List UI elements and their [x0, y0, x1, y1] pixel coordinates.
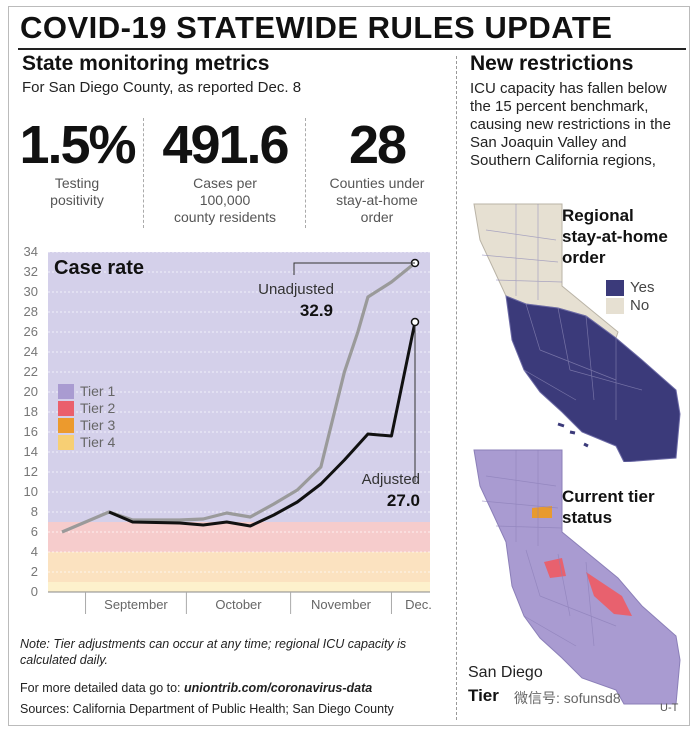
metric-divider: [143, 118, 144, 228]
metric-label-line: positivity: [50, 192, 104, 208]
metric-testing-positivity: 1.5% Testing positivity: [14, 117, 140, 209]
y-tick-label: 30: [24, 284, 38, 299]
metric-label-line: Counties under: [329, 175, 425, 191]
tier-band: [48, 582, 430, 592]
metric-label-line: stay-at-home: [336, 192, 418, 208]
tier-note: Note: Tier adjustments can occur at any …: [20, 637, 407, 667]
y-tick-label: 10: [24, 484, 38, 499]
metric-value: 28: [348, 115, 407, 175]
more-data-line: For more detailed data go to: uniontrib.…: [20, 681, 372, 695]
y-tick-label: 16: [24, 424, 38, 439]
tier-legend-swatch: [58, 435, 74, 450]
restrictions-text: ICU capacity has fallen below the 15 per…: [470, 80, 671, 169]
metric-case-rate: 491.6 Cases per 100,000 county residents: [150, 117, 300, 226]
tier-band: [48, 552, 430, 582]
metric-label-line: order: [360, 209, 394, 225]
y-tick-label: 34: [24, 244, 38, 259]
san-diego-label: San Diego: [468, 664, 543, 681]
tier-legend-swatch: [58, 384, 74, 399]
map-tier3-region: [532, 506, 552, 518]
map-county-lines: [481, 204, 643, 420]
metric-label-line: Cases per: [193, 175, 257, 191]
more-data-prefix: For more detailed data go to:: [20, 681, 184, 695]
y-tick-label: 22: [24, 364, 38, 379]
y-tick-label: 4: [31, 544, 38, 559]
more-data-link[interactable]: uniontrib.com/coronavirus-data: [183, 681, 373, 695]
tier-legend-label: Tier 4: [80, 434, 115, 450]
y-tick-label: 20: [24, 384, 38, 399]
metric-divider: [305, 118, 306, 228]
legend-label-no: No: [630, 297, 650, 314]
watermark: 微信号: sofunsd8: [514, 690, 621, 706]
series-value-adjusted: 27.0: [387, 491, 420, 510]
series-line-unadjusted: [61, 261, 417, 534]
y-tick-label: 12: [24, 464, 38, 479]
metric-counties: 28 Counties under stay-at-home order: [312, 117, 442, 226]
legend-label-yes: Yes: [630, 279, 655, 296]
map-title-line: Regional: [562, 206, 634, 225]
series-endpoint: [410, 317, 420, 327]
stay-at-home-map: [473, 203, 681, 462]
corner-mark: U-T: [660, 702, 679, 714]
tier-band: [48, 522, 430, 552]
map-title-line: stay-at-home: [562, 227, 668, 246]
y-tick-label: 2: [31, 564, 38, 579]
map-county-lines: [481, 450, 617, 647]
map-tier2-region: [544, 558, 566, 578]
map-islands: [557, 422, 589, 448]
tier-legend-label: Tier 3: [80, 417, 115, 433]
metrics-subtitle: For San Diego County, as reported Dec. 8: [22, 79, 302, 96]
month-label: November: [311, 597, 372, 612]
series-label-unadjusted: Unadjusted: [258, 281, 334, 298]
sources: Sources: California Department of Public…: [20, 702, 394, 716]
y-tick-label: 14: [24, 444, 38, 459]
column-divider: [456, 56, 457, 720]
series-value-unadjusted: 32.9: [300, 301, 333, 320]
metric-label-line: 100,000: [199, 192, 251, 208]
metric-label-line: Testing: [54, 175, 100, 191]
metric-value: 491.6: [162, 115, 289, 175]
map-state-tier1: [473, 449, 681, 705]
tier-legend-swatch: [58, 401, 74, 416]
legend-swatch-no: [606, 298, 624, 314]
headline-rule: [18, 48, 686, 50]
san-diego-tier: Tier: [468, 686, 499, 705]
metric-value: 1.5%: [19, 115, 136, 175]
restrictions-title: New restrictions: [470, 52, 634, 75]
y-tick-label: 24: [24, 344, 38, 359]
map-tier2-region: [586, 572, 632, 616]
y-tick-label: 8: [31, 504, 38, 519]
tier-legend-swatch: [58, 418, 74, 433]
series-label-adjusted: Adjusted: [362, 471, 420, 488]
tier-map-title: Current tier status: [562, 486, 655, 528]
metrics-title: State monitoring metrics: [22, 52, 270, 75]
headline: COVID-19 STATEWIDE RULES UPDATE: [20, 10, 613, 45]
map-title-line: Current tier: [562, 487, 655, 506]
map-title-line: order: [562, 248, 606, 267]
chart-title: Case rate: [54, 257, 144, 279]
y-tick-label: 0: [31, 584, 38, 599]
y-tick-label: 32: [24, 264, 38, 279]
map-title-line: status: [562, 508, 613, 527]
legend-swatch-yes: [606, 280, 624, 296]
month-label: Dec.: [405, 597, 432, 612]
tier-legend-label: Tier 2: [80, 400, 115, 416]
y-tick-label: 28: [24, 304, 38, 319]
annotation-leader: [293, 262, 415, 275]
tier-status-map: [473, 449, 681, 705]
map-region-restricted: [505, 295, 681, 462]
tier-legend-label: Tier 1: [80, 383, 115, 399]
y-tick-label: 18: [24, 404, 38, 419]
stay-at-home-map-title: Regional stay-at-home order: [562, 205, 668, 268]
y-tick-label: 26: [24, 324, 38, 339]
series-line-adjusted: [108, 321, 417, 528]
metric-label-line: county residents: [174, 209, 276, 225]
month-label: October: [215, 597, 262, 612]
y-tick-label: 6: [31, 524, 38, 539]
graphic-frame: [8, 6, 690, 726]
month-label: September: [104, 597, 168, 612]
